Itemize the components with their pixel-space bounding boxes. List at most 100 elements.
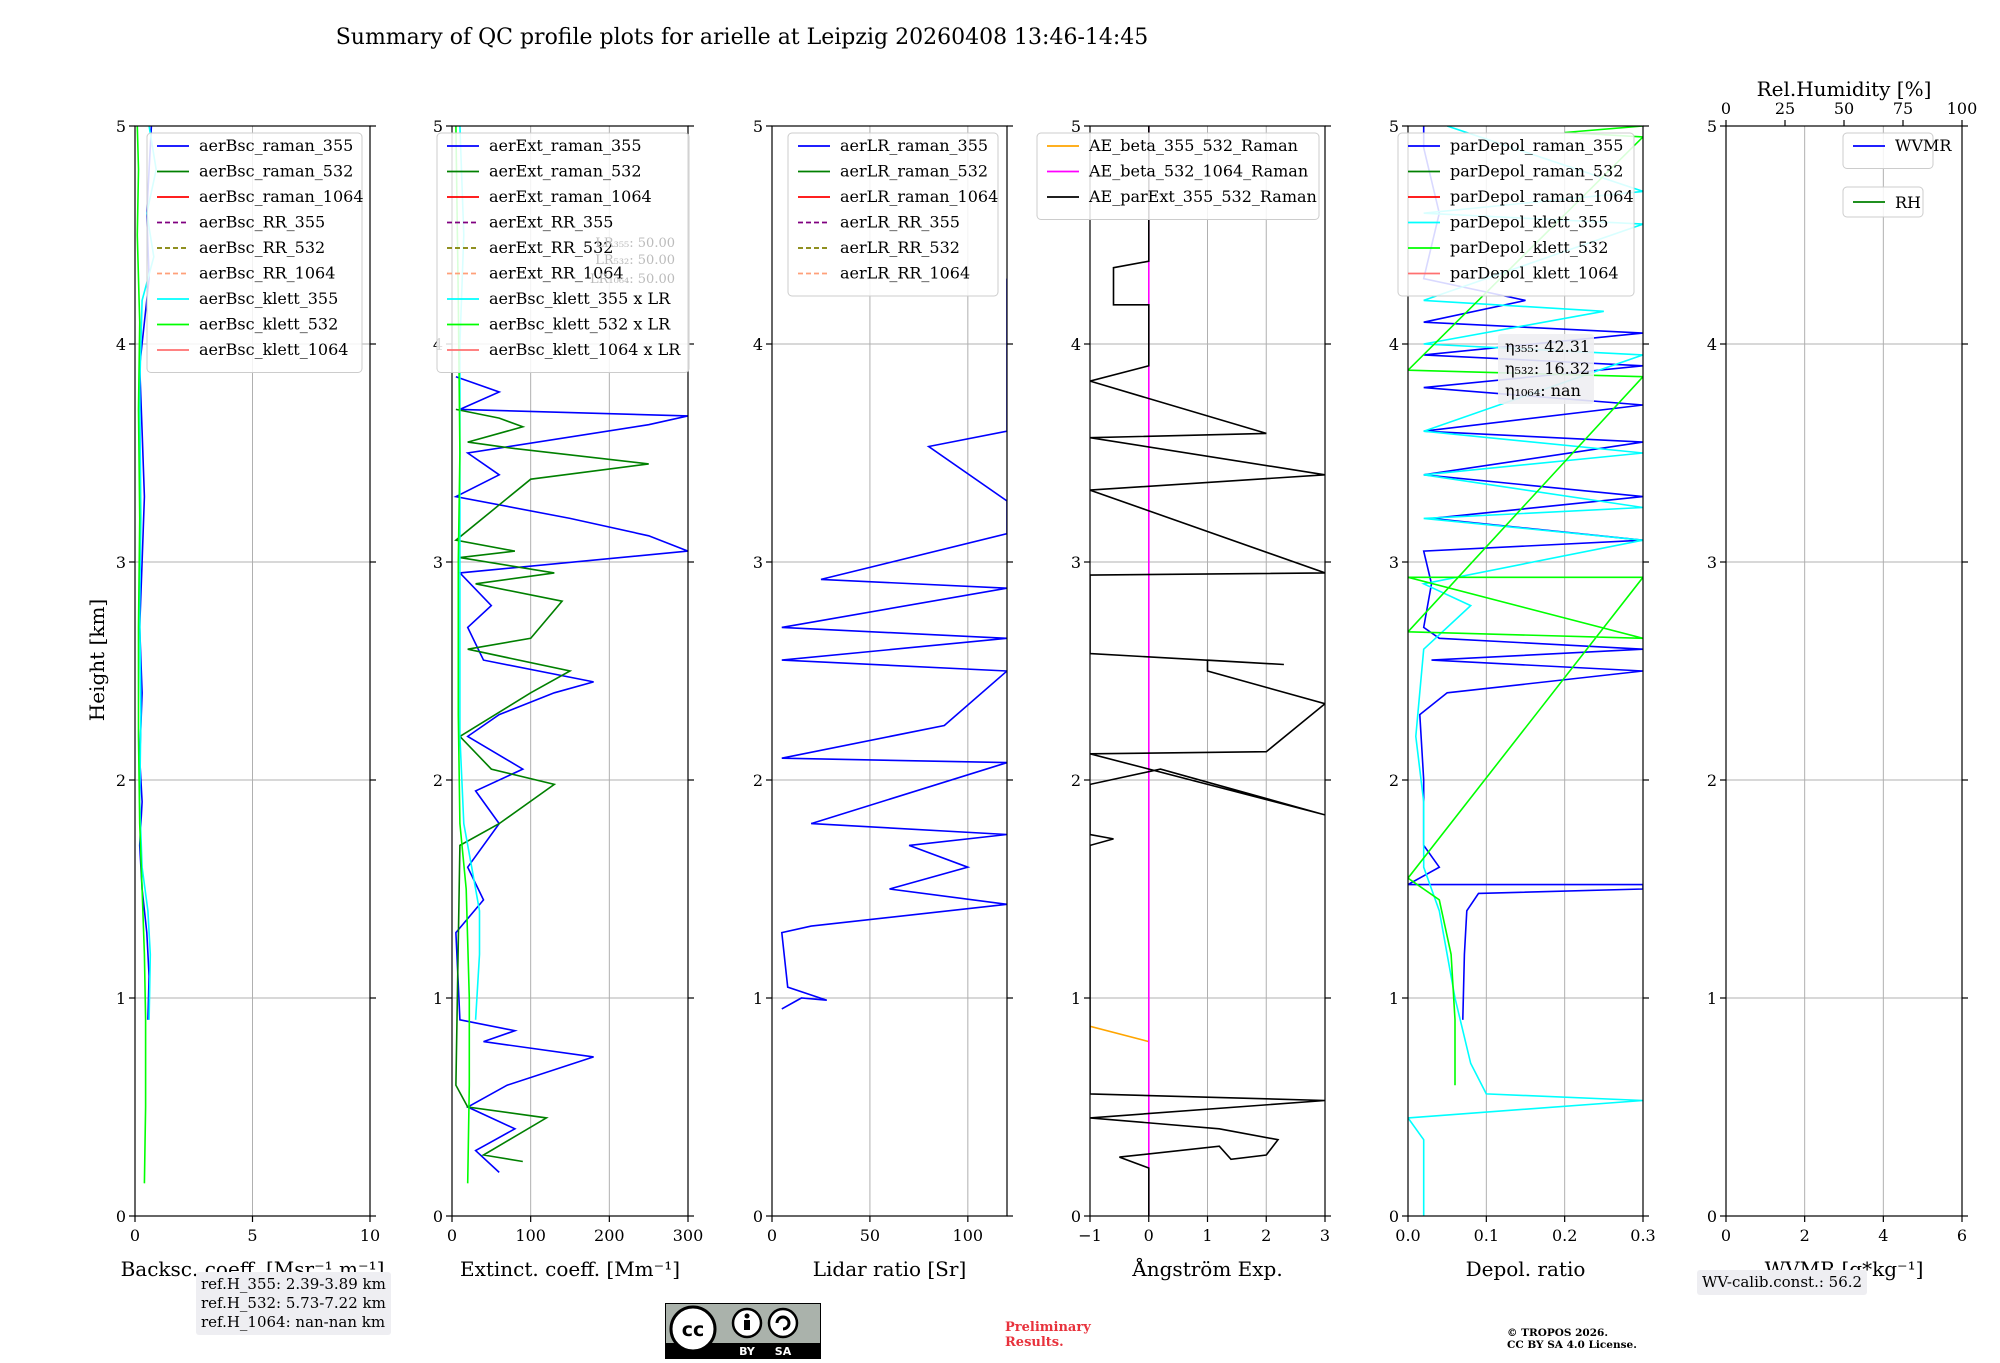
legend-entry: aerBsc_raman_532	[199, 162, 353, 181]
legend-entry: aerExt_raman_355	[489, 136, 642, 155]
series-parDepol_raman_355	[1408, 126, 1643, 1020]
series-aerExt_raman_532	[454, 408, 649, 1163]
legend-entry: AE_beta_532_1064_Raman	[1088, 162, 1308, 181]
cc-license-badge: cc BY SA	[664, 1302, 822, 1363]
y-tick-label: 2	[753, 771, 763, 790]
x-tick-label: 6	[1957, 1226, 1967, 1245]
legend2-wv: RH	[1842, 186, 1924, 218]
eta-value: η₃₅₅: 42.31	[1505, 337, 1590, 356]
series-parDepol_klett_355	[1408, 126, 1643, 1216]
eta-value: η₁₀₆₄: nan	[1505, 381, 1581, 400]
x-tick-label: 5	[247, 1226, 257, 1245]
top-tick-label: 0	[1721, 99, 1731, 118]
y-tick-label: 4	[753, 335, 763, 354]
y-tick-label: 5	[753, 117, 763, 136]
axes-frame-wv	[1725, 125, 1963, 1217]
legend-ae: AE_beta_355_532_Raman AE_beta_532_1064_Ra…	[1036, 132, 1320, 220]
series-group-ae	[1090, 126, 1325, 1216]
legend-entry: parDepol_raman_355	[1450, 136, 1623, 155]
lidar-ratio-label: LR₅₃₂: 50.00	[595, 253, 675, 268]
x-tick-label: 3	[1320, 1226, 1330, 1245]
legend-entry: aerBsc_klett_532 x LR	[489, 315, 671, 334]
y-tick-label: 3	[1071, 553, 1081, 572]
legend-entry: aerLR_RR_1064	[840, 264, 970, 283]
y-tick-label: 5	[1707, 117, 1717, 136]
legend-entry: aerExt_raman_532	[489, 162, 642, 181]
y-tick-label: 3	[433, 553, 443, 572]
legend-entry: aerBsc_RR_355	[199, 213, 325, 232]
series-AE_parExt_355_532_Raman	[1090, 126, 1325, 1216]
reference-height-box: ref.H_355: 2.39-3.89 km ref.H_532: 5.73-…	[196, 1272, 391, 1335]
y-tick-label: 1	[1707, 989, 1717, 1008]
y-tick-label: 1	[116, 989, 126, 1008]
series-aerLR_raman_355	[780, 278, 1007, 1010]
preliminary-results-note: Preliminary Results.	[1005, 1320, 1091, 1350]
legend-entry: parDepol_klett_532	[1450, 238, 1608, 257]
legend-entry: aerBsc_klett_1064 x LR	[489, 340, 681, 359]
eta-value: η₅₃₂: 16.32	[1505, 359, 1590, 378]
y-tick-label: 5	[116, 117, 126, 136]
y-tick-label: 3	[1389, 553, 1399, 572]
y-tick-label: 2	[1707, 771, 1717, 790]
axes-frame-depol	[1407, 125, 1644, 1217]
copyright-line-1: © TROPOS 2026.	[1507, 1327, 1609, 1339]
x-tick-label: 0	[130, 1226, 140, 1245]
top-tick-label: 25	[1775, 99, 1795, 118]
y-tick-label: 2	[1071, 771, 1081, 790]
y-tick-label: 2	[1389, 771, 1399, 790]
y-tick-label: 3	[1707, 553, 1717, 572]
legend-entry: WVMR	[1895, 136, 1952, 155]
y-axis-label: Height [km]	[85, 599, 109, 721]
top-axis-label: Rel.Humidity [%]	[1757, 77, 1932, 101]
legend-bsc: aerBsc_raman_355 aerBsc_raman_532 aerBsc_r…	[146, 132, 364, 373]
wv-calibration-text: WV-calib.const.: 56.2	[1702, 1273, 1863, 1291]
x-tick-label: 2	[1800, 1226, 1810, 1245]
series-aerBsc_klett_532 x LR	[455, 126, 471, 1184]
x-tick-label: 0	[767, 1226, 777, 1245]
legend-depol: parDepol_raman_355 parDepol_raman_532 parD…	[1397, 132, 1635, 297]
y-tick-label: 0	[753, 1207, 763, 1226]
y-tick-label: 4	[1707, 335, 1717, 354]
y-tick-label: 1	[753, 989, 763, 1008]
x-tick-label: 10	[360, 1226, 380, 1245]
legend-entry: aerBsc_klett_532	[199, 315, 338, 334]
legend-entry: parDepol_klett_355	[1450, 213, 1608, 232]
legend-entry: AE_beta_355_532_Raman	[1088, 136, 1298, 155]
legend-entry: aerExt_RR_532	[489, 238, 613, 257]
x-tick-label: 1	[1202, 1226, 1212, 1245]
y-tick-label: 2	[116, 771, 126, 790]
y-tick-label: 3	[116, 553, 126, 572]
y-tick-label: 5	[433, 117, 443, 136]
y-tick-label: 0	[116, 1207, 126, 1226]
wv-calibration-box: WV-calib.const.: 56.2	[1697, 1270, 1868, 1295]
x-tick-label: 300	[673, 1226, 704, 1245]
share-alike-icon	[767, 1307, 799, 1339]
legend-entry: parDepol_raman_1064	[1450, 187, 1634, 206]
legend-wv: WVMR	[1842, 132, 1952, 169]
legend-entry: aerBsc_RR_1064	[199, 264, 335, 283]
x-tick-label: 0.2	[1552, 1226, 1577, 1245]
legend-entry: parDepol_klett_1064	[1450, 264, 1619, 283]
panel-depol: 0.0 0.1 0.2 0.3 0 1 2 3 4 5 Depol. ratio parDepol_r…	[1389, 117, 1656, 1281]
legend-entry: aerLR_RR_355	[840, 213, 960, 232]
y-tick-label: 0	[1707, 1207, 1717, 1226]
cc-sa-label: SA	[775, 1345, 792, 1358]
series-aerBsc_klett_532	[136, 126, 147, 1184]
copyright-line-2: CC BY SA 4.0 License.	[1507, 1339, 1637, 1351]
x-tick-label: 0	[1144, 1226, 1154, 1245]
ref-height-355: ref.H_355: 2.39-3.89 km	[201, 1275, 386, 1293]
y-tick-label: 1	[1389, 989, 1399, 1008]
legend-ext: aerExt_raman_355 aerExt_raman_532 aerExt_r…	[436, 132, 690, 373]
top-tick-label: 100	[1947, 99, 1978, 118]
ref-height-532: ref.H_532: 5.73-7.22 km	[201, 1294, 386, 1312]
top-tick-label: 50	[1834, 99, 1854, 118]
y-tick-label: 5	[1389, 117, 1399, 136]
panel-lr: 0 50 100 0 1 2 3 4 5 Lidar ratio [Sr] aerLR_raman_…	[753, 117, 1013, 1281]
y-tick-label: 2	[433, 771, 443, 790]
legend-entry: aerBsc_klett_1064	[199, 340, 348, 359]
legend-entry: parDepol_raman_532	[1450, 162, 1623, 181]
grid-wv	[1725, 125, 1963, 1217]
x-tick-label: −1	[1078, 1226, 1102, 1245]
